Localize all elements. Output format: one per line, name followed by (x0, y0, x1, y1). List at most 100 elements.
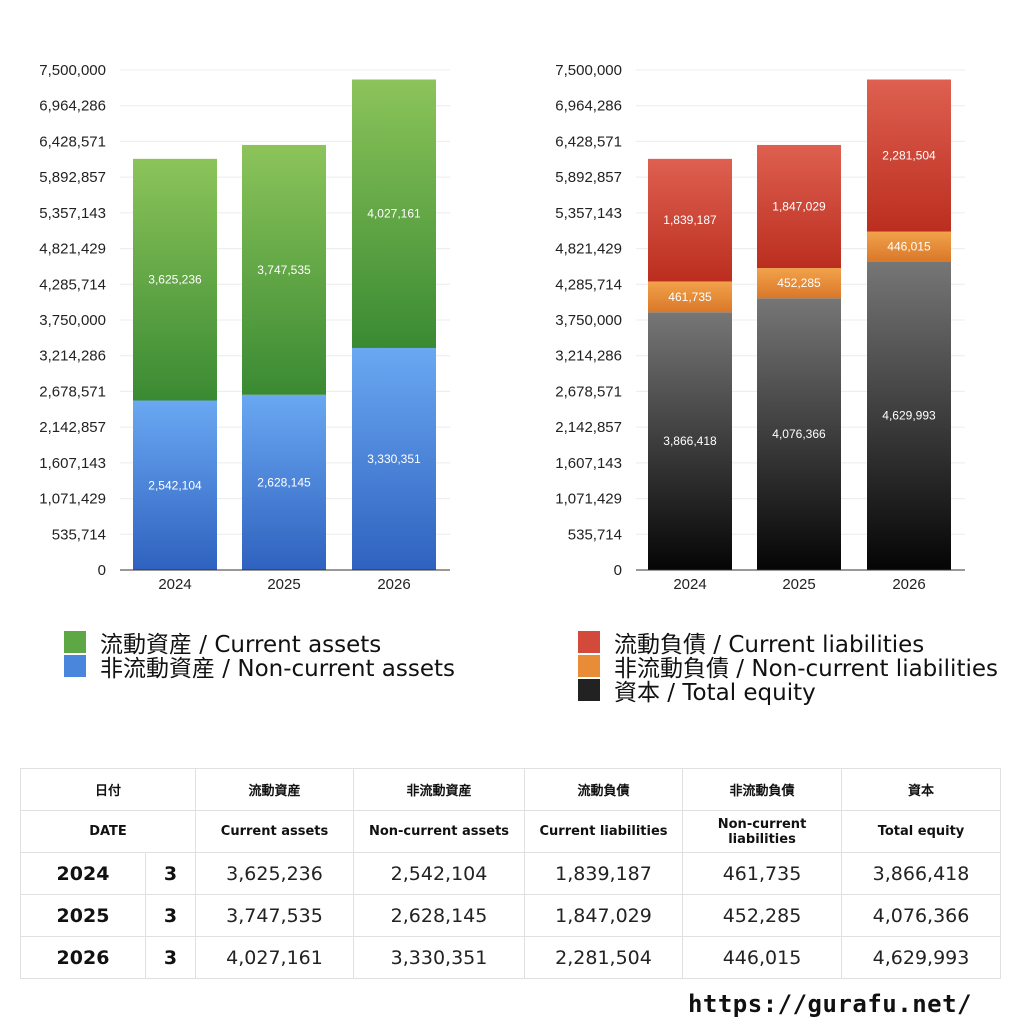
table-year-cell: 2025 (20, 894, 146, 937)
bar-value-label: 3,625,236 (148, 273, 202, 287)
y-tick-label: 0 (98, 562, 106, 579)
bar-segment (757, 144, 841, 269)
y-tick-label: 3,750,000 (555, 312, 622, 329)
bar-segment (757, 298, 841, 570)
bar-segment (133, 158, 217, 401)
y-tick-label: 5,892,857 (555, 169, 622, 186)
table-cell: 4,076,366 (841, 894, 1002, 937)
y-tick-label: 2,678,571 (555, 383, 622, 400)
legend-label: 流動負債 / Current liabilities (614, 632, 925, 658)
bar-value-label: 1,847,029 (772, 200, 826, 214)
table-cell: 2,628,145 (353, 894, 526, 937)
legend-label: 非流動負債 / Non-current liabilities (614, 656, 998, 682)
bar-segment (648, 312, 732, 570)
bar-segment (867, 261, 951, 570)
y-tick-label: 1,071,429 (555, 491, 622, 508)
bar-value-label: 3,330,351 (367, 452, 421, 466)
bar-segment (867, 231, 951, 262)
y-tick-label: 1,607,143 (39, 455, 106, 472)
table-cell: 1,839,187 (524, 852, 684, 895)
bar-value-label: 3,747,535 (257, 263, 311, 277)
y-tick-label: 2,678,571 (39, 383, 106, 400)
y-tick-label: 535,714 (568, 526, 622, 543)
legend-swatch (64, 655, 86, 677)
table-cell: 3,625,236 (195, 852, 355, 895)
table-header-cell: Non-current liabilities (682, 810, 843, 853)
y-tick-label: 2,142,857 (555, 419, 622, 436)
y-tick-label: 6,964,286 (39, 98, 106, 115)
legend-label: 資本 / Total equity (614, 680, 816, 706)
y-tick-label: 4,821,429 (555, 241, 622, 258)
table-header-cell: Non-current assets (353, 810, 526, 853)
legend-label: 流動資産 / Current assets (100, 632, 382, 658)
y-tick-label: 1,607,143 (555, 455, 622, 472)
table-cell: 1,847,029 (524, 894, 684, 937)
table-header-row-jp: 日付 流動資産 非流動資産 流動負債 非流動負債 資本 (19, 768, 1002, 811)
bar-segment (242, 394, 326, 570)
y-tick-label: 3,214,286 (555, 348, 622, 365)
legend-liabilities-equity: 流動負債 / Current liabilities 非流動負債 / Non-cu… (578, 630, 998, 706)
bar-value-label: 461,735 (668, 290, 712, 304)
bar-segment (648, 281, 732, 313)
table-header-row-en: DATE Current assets Non-current assets Curr… (19, 810, 1002, 853)
table-cell: 3,747,535 (195, 894, 355, 937)
x-tick-label: 2026 (892, 576, 925, 593)
bar-segment (757, 268, 841, 299)
legend-entry: 非流動負債 / Non-current liabilities (578, 654, 998, 682)
table-year-cell: 2026 (20, 936, 146, 979)
footer-url[interactable]: https://gurafu.net/ (687, 990, 972, 1018)
table-cell: 452,285 (682, 894, 843, 937)
table-cell: 3,330,351 (353, 936, 526, 979)
table-header-cell: 流動資産 (195, 768, 355, 811)
charts-area: 0 535,714 1,071,429 1,607,143 2,142,857 2,678… (39, 62, 965, 593)
bar-value-label: 2,281,504 (882, 149, 936, 163)
legend-entry: 流動資産 / Current assets (64, 630, 455, 658)
table-cell: 3 (144, 936, 197, 979)
legend-swatch (578, 655, 600, 677)
y-tick-label: 4,285,714 (39, 276, 106, 293)
bar-value-label: 4,027,161 (367, 207, 421, 221)
table-header-cell: 流動負債 (524, 768, 684, 811)
table-row: 2026 3 4,027,161 3,330,351 2,281,504 446,015 4… (20, 936, 1002, 979)
bar-segment (352, 79, 436, 348)
legend-swatch (64, 631, 86, 653)
table-header-cell: DATE (19, 810, 197, 853)
table-cell: 461,735 (682, 852, 843, 895)
table-cell: 4,629,993 (841, 936, 1002, 979)
table-cell: 3 (144, 894, 197, 937)
legend-swatch (578, 679, 600, 701)
bar-value-label: 3,866,418 (663, 434, 717, 448)
bar-value-label: 1,839,187 (663, 213, 717, 227)
y-tick-label: 0 (614, 562, 622, 579)
y-tick-label: 4,821,429 (39, 241, 106, 258)
table-cell: 446,015 (682, 936, 843, 979)
bar-value-label: 2,542,104 (148, 478, 202, 492)
y-tick-label: 1,071,429 (39, 491, 106, 508)
y-tick-label: 7,500,000 (39, 62, 106, 79)
y-tick-label: 2,142,857 (39, 419, 106, 436)
table-header-cell: 非流動負債 (682, 768, 843, 811)
y-tick-label: 6,428,571 (555, 133, 622, 150)
bar-value-label: 2,628,145 (257, 475, 311, 489)
table-header-cell: 非流動資産 (353, 768, 526, 811)
y-tick-label: 3,214,286 (39, 348, 106, 365)
y-tick-label: 5,357,143 (555, 205, 622, 222)
legend-entry: 流動負債 / Current liabilities (578, 630, 998, 658)
table-header-cell: 日付 (19, 768, 197, 811)
table-row: 2025 3 3,747,535 2,628,145 1,847,029 452,285 4… (20, 894, 1002, 937)
table-cell: 4,027,161 (195, 936, 355, 979)
table-header-cell: Current liabilities (524, 810, 684, 853)
y-tick-label: 4,285,714 (555, 276, 622, 293)
y-tick-label: 7,500,000 (555, 62, 622, 79)
table-year-cell: 2024 (20, 852, 146, 895)
chart-2: 0 535,714 1,071,429 1,607,143 2,142,857 2,678… (555, 62, 965, 593)
x-tick-label: 2026 (377, 576, 410, 593)
y-tick-label: 3,750,000 (39, 312, 106, 329)
bar-segment (352, 347, 436, 570)
table-cell: 3 (144, 852, 197, 895)
y-tick-label: 6,964,286 (555, 98, 622, 115)
table-cell: 2,542,104 (353, 852, 526, 895)
bar-value-label: 4,076,366 (772, 427, 826, 441)
table-cell: 3,866,418 (841, 852, 1002, 895)
bar-segment (867, 79, 951, 232)
